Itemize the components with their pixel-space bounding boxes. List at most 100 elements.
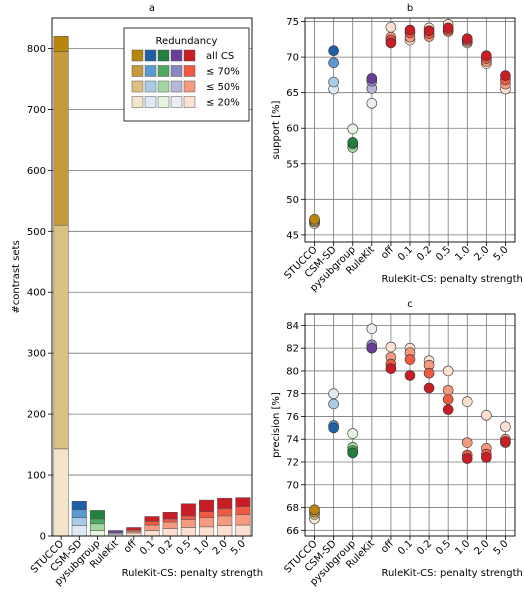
y-tick-label: 76 [286,412,299,423]
legend-swatch-pysubgroup [157,96,170,108]
bar-stucco-70 [53,51,69,226]
y-tick-label: 300 [27,349,46,360]
x-tick-label-5-0: 5.0 [492,244,511,263]
point-2-0-20 [481,410,492,421]
x-tick-label-0-5: 0.5 [434,538,453,557]
point-stucco-all-cs [309,504,320,516]
y-tick-label: 55 [286,159,299,170]
bar-5-0-50 [235,514,251,526]
bar-csm-sd-all-cs [71,501,87,511]
bar-1-0-70 [199,511,215,518]
x-axis-label: RuleKit-CS: penalty strength [122,568,263,579]
y-axis-label: #contrast sets [11,240,22,313]
x-tick-label-off: off [379,538,397,556]
bar-stucco-50 [53,224,69,450]
point-0-5-all-cs [442,404,454,415]
point-csm-sd-20 [328,388,339,399]
legend-label: ≤ 70% [206,67,240,78]
point-0-2-70 [423,367,435,379]
legend-swatch-csm-sd [144,96,157,108]
y-tick-label: 74 [286,435,299,446]
bar-off-all-cs [126,527,142,531]
legend-swatch-pysubgroup [157,80,170,93]
bar-0-5-50 [180,519,196,528]
y-tick-label: 600 [27,166,46,177]
legend-swatch-stucco [131,96,144,108]
point-1-0-all-cs [461,33,473,44]
legend-swatch-rulekit-cs [183,65,196,77]
point-0-1-all-cs [404,370,416,381]
point-pysubgroup-20 [347,123,359,135]
x-tick-label-1-0: 1.0 [193,538,212,557]
bar-stucco-all-cs [53,36,69,52]
point-rulekit-20 [366,323,378,335]
bar-0-2-50 [162,521,178,529]
legend-swatch-stucco [131,80,144,93]
point-pysubgroup-all-cs [347,137,359,148]
bar-0-2-20 [162,528,178,537]
y-tick-label: 0 [40,532,46,543]
y-tick-label: 50 [286,195,299,206]
y-tick-label: 500 [27,227,46,238]
y-tick-label: 70 [286,53,299,64]
panel-title: c [407,299,413,310]
y-axis-label: precision [%] [271,392,282,458]
bar-5-0-20 [235,524,251,537]
bar-0-5-20 [180,527,196,537]
panel-a-support-count-bar-chart: 0100200300400500600700800STUCCOCSM-SDpys… [11,3,263,588]
y-tick-label: 72 [286,458,299,469]
x-tick-label-off: off [379,244,397,262]
point-0-5-20 [442,365,454,377]
point-0-5-50 [442,384,454,396]
x-axis-label: RuleKit-CS: penalty strength [381,568,522,579]
point-5-0-all-cs [500,436,511,447]
point-rulekit-all-cs [366,342,378,354]
x-tick-label-0-2: 0.2 [156,538,175,557]
x-tick-label-0-2: 0.2 [415,244,434,263]
point-csm-sd-all-cs [328,45,339,57]
bar-off-20 [126,532,142,537]
x-tick-label-1-0: 1.0 [453,538,472,557]
bar-0-1-all-cs [144,516,160,522]
bar-5-0-70 [235,506,251,515]
point-rulekit-20 [366,98,378,109]
y-tick-label: 65 [286,88,299,99]
y-tick-label: 45 [286,230,299,241]
point-csm-sd-50 [328,76,339,88]
point-1-0-50 [461,437,473,448]
legend-swatch-pysubgroup [157,49,170,62]
bar-5-0-all-cs [235,497,251,507]
bar-csm-sd-50 [71,517,87,526]
legend-swatch-pysubgroup [157,65,170,77]
legend-swatch-rulekit-cs [183,96,196,108]
point-0-5-all-cs [442,22,454,34]
legend-label: ≤ 20% [206,98,240,109]
x-tick-label-5-0: 5.0 [492,538,511,557]
point-0-2-all-cs [423,25,435,37]
legend-label: all CS [206,51,234,62]
bar-pysubgroup-50 [89,523,105,531]
bar-pysubgroup-20 [89,530,105,537]
point-2-0-all-cs [481,452,492,463]
bar-1-0-all-cs [199,499,215,512]
y-tick-label: 200 [27,410,46,421]
legend: Redundancy all CS ≤ 70% ≤ 50% ≤ 20% [123,27,250,122]
bar-2-0-20 [217,525,233,537]
point-0-1-70 [404,354,416,365]
legend-swatch-csm-sd [144,80,157,93]
bar-2-0-all-cs [217,497,233,509]
bar-stucco-20 [53,448,69,537]
panel-c-precision-scatter-plot: 66687072747678808284STUCCOCSM-SDpysubgro… [271,299,523,588]
point-off-20 [385,341,397,353]
legend-swatch-rulekit [170,96,183,108]
point-5-0-all-cs [500,70,511,81]
bar-csm-sd-70 [71,509,87,518]
y-axis-label: support [%] [271,100,282,159]
y-tick-label: 400 [27,288,46,299]
x-tick-label-2-0: 2.0 [472,244,491,263]
legend-swatch-rulekit-cs [183,80,196,93]
bar-0-5-70 [180,515,196,520]
y-tick-label: 60 [286,124,299,135]
x-tick-label-0-1: 0.1 [138,538,157,557]
